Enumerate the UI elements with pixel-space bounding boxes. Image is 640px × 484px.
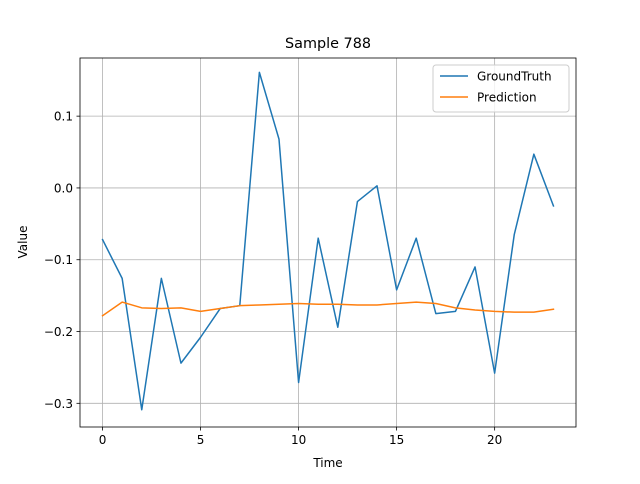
x-axis-label: Time <box>312 456 342 470</box>
x-tick-label: 10 <box>291 433 306 447</box>
x-tick-label: 15 <box>389 433 404 447</box>
y-tick-label: 0.0 <box>54 181 73 195</box>
plot-frame <box>79 57 577 428</box>
y-axis-label: Value <box>16 226 30 259</box>
series-line-groundtruth <box>101 71 555 411</box>
x-tick-label: 0 <box>99 433 107 447</box>
chart-title: Sample 788 <box>285 36 371 52</box>
legend-label-groundtruth: GroundTruth <box>477 70 552 84</box>
plot-area <box>80 58 576 427</box>
legend: GroundTruth Prediction <box>432 64 570 113</box>
x-tick-label: 5 <box>197 433 205 447</box>
series-group <box>101 71 555 411</box>
legend-label-prediction: Prediction <box>477 91 537 105</box>
y-tick-label: 0.1 <box>54 110 73 124</box>
x-tick-label: 20 <box>487 433 502 447</box>
y-tick-label: −0.3 <box>44 397 73 411</box>
series-line-prediction <box>101 301 555 317</box>
grid-lines <box>80 58 576 427</box>
axis-ticks: 0 5 10 15 20 −0.3 −0.2 −0.1 0.0 0.1 <box>44 110 502 447</box>
y-tick-label: −0.1 <box>44 253 73 267</box>
y-tick-label: −0.2 <box>44 325 73 339</box>
